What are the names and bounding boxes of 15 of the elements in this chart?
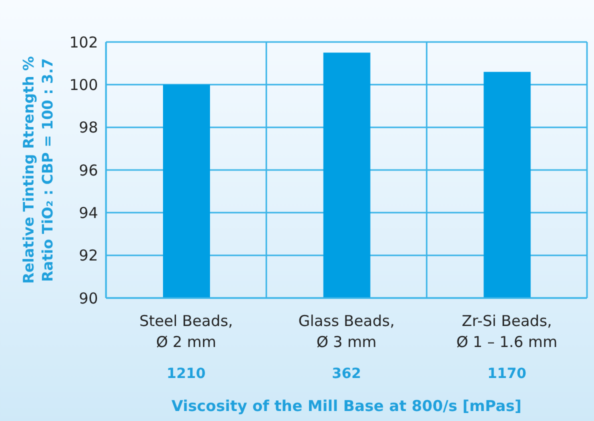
y-tick-label: 100 <box>69 76 98 94</box>
x-tick-label: Glass Beads, Ø 3 mm <box>298 312 395 351</box>
y-tick-label: 90 <box>78 289 98 308</box>
x-tick-label: Steel Beads, Ø 2 mm <box>139 312 233 351</box>
y-axis-title: Relative Tinting Rtrength % Ratio TiO₂ : CBP = 100 : 3.7 <box>22 56 56 284</box>
text: 1170 <box>487 366 527 382</box>
x-axis-title: Viscosity of the Mill Base at 800/s [mPas] <box>171 397 522 415</box>
text: 1210 <box>166 366 206 382</box>
y-tick-label: 92 <box>78 246 98 265</box>
y-tick-label: 98 <box>78 118 98 137</box>
y-tick-label: 94 <box>78 204 98 222</box>
text: 362 <box>332 366 362 382</box>
y-tick-label: 96 <box>78 161 98 180</box>
y-tick-label: 102 <box>69 33 98 52</box>
x-tick-label: Zr-Si Beads, Ø 1 – 1.6 mm <box>456 312 558 351</box>
